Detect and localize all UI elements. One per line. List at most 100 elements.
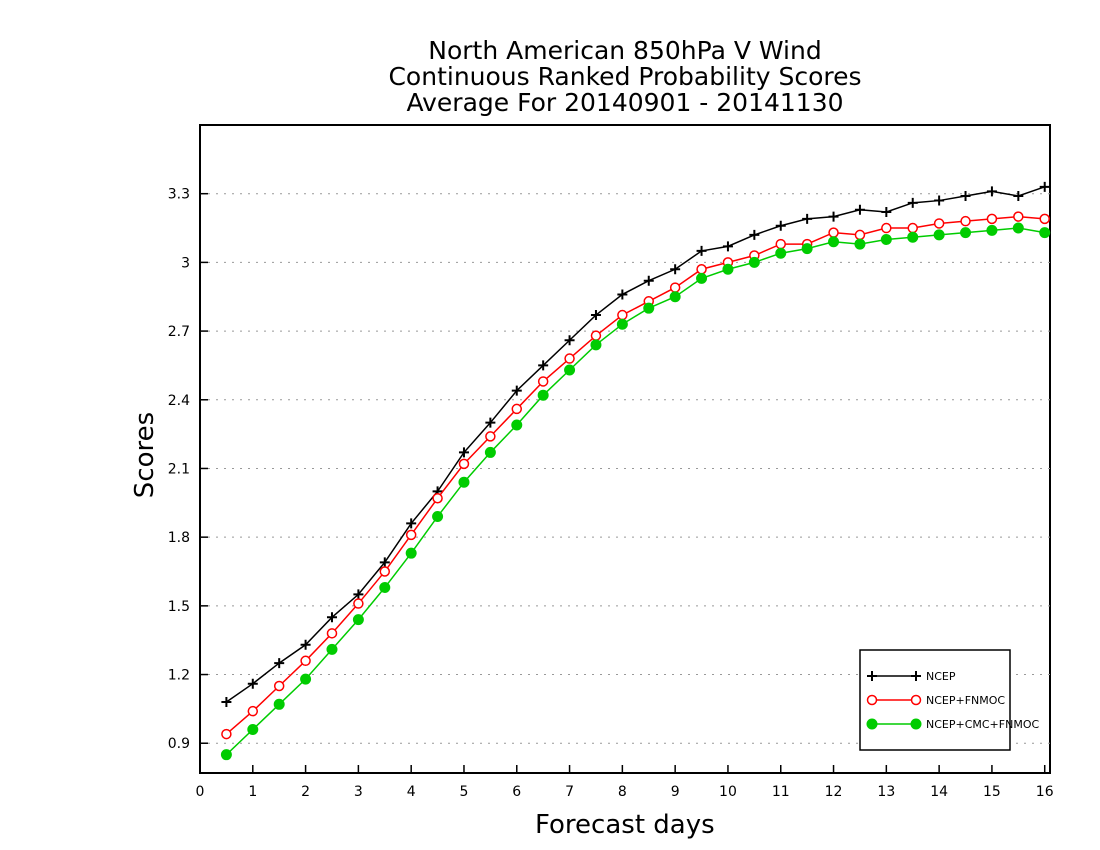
x-tick-label: 1 bbox=[248, 784, 257, 800]
y-axis-label: Scores bbox=[130, 411, 160, 499]
data-point bbox=[537, 376, 549, 387]
data-point bbox=[749, 229, 760, 240]
data-point bbox=[247, 678, 258, 689]
y-tick-label: 2.1 bbox=[168, 461, 190, 477]
chart-title-line-3: Average For 20140901 - 20141130 bbox=[406, 88, 844, 117]
data-point bbox=[934, 195, 945, 206]
x-tick-label: 0 bbox=[196, 784, 205, 800]
data-point bbox=[405, 547, 417, 559]
x-tick-label: 2 bbox=[301, 784, 310, 800]
y-tick-label: 1.5 bbox=[168, 599, 190, 615]
chart-title-line-2: Continuous Ranked Probability Scores bbox=[388, 62, 862, 91]
data-point bbox=[247, 723, 259, 735]
series-ncep-fnmoc bbox=[221, 211, 1050, 740]
data-point bbox=[564, 335, 575, 346]
data-point bbox=[538, 360, 549, 371]
legend-label: NCEP+FNMOC bbox=[926, 694, 1005, 707]
y-tick-label: 3 bbox=[181, 255, 190, 271]
legend-marker bbox=[866, 694, 878, 706]
data-point bbox=[880, 233, 892, 245]
x-tick-label: 14 bbox=[930, 784, 948, 800]
data-point bbox=[564, 364, 576, 376]
x-tick-label: 7 bbox=[565, 784, 574, 800]
axes: 0.91.21.51.82.12.42.733.30 1 2 3 4 5 6 7 8 9 10 11 1… bbox=[168, 187, 1054, 800]
data-point bbox=[247, 705, 259, 717]
data-point bbox=[511, 403, 523, 415]
chart-title-line-1: North American 850hPa V Wind bbox=[428, 36, 822, 65]
data-point bbox=[485, 431, 496, 442]
legend-marker bbox=[911, 671, 921, 681]
data-point bbox=[353, 598, 364, 609]
gridlines bbox=[200, 193, 1050, 744]
legend-box bbox=[859, 649, 1011, 751]
data-point bbox=[458, 447, 469, 458]
data-point bbox=[960, 190, 971, 201]
data-point bbox=[854, 229, 866, 241]
data-point bbox=[221, 728, 232, 740]
data-point bbox=[352, 614, 364, 626]
data-point bbox=[669, 291, 681, 303]
x-tick-label: 3 bbox=[354, 784, 363, 800]
x-tick-label: 12 bbox=[825, 784, 843, 800]
data-point bbox=[1013, 190, 1024, 201]
x-tick-label: 6 bbox=[512, 784, 521, 800]
data-point bbox=[616, 318, 628, 330]
data-point bbox=[511, 385, 522, 396]
data-point bbox=[907, 222, 918, 234]
plot-frame bbox=[199, 124, 1051, 774]
y-tick-label: 1.2 bbox=[168, 668, 190, 684]
data-point bbox=[537, 389, 549, 401]
x-tick-label: 13 bbox=[877, 784, 895, 800]
data-point bbox=[221, 697, 232, 708]
data-point bbox=[933, 229, 945, 241]
data-point bbox=[907, 231, 919, 243]
data-point bbox=[907, 197, 918, 208]
data-point bbox=[669, 282, 681, 293]
data-point bbox=[696, 245, 707, 256]
data-point bbox=[564, 353, 575, 364]
data-point bbox=[326, 628, 338, 639]
data-point bbox=[722, 241, 733, 252]
data-point bbox=[986, 186, 997, 197]
data-point bbox=[670, 264, 681, 275]
data-point bbox=[458, 476, 470, 488]
data-point bbox=[1012, 222, 1024, 234]
data-point bbox=[828, 236, 840, 248]
data-point bbox=[802, 213, 813, 224]
data-point bbox=[590, 330, 602, 341]
x-tick-label: 10 bbox=[719, 784, 737, 800]
data-point bbox=[696, 264, 707, 275]
data-point bbox=[353, 589, 364, 600]
y-tick-label: 1.8 bbox=[168, 530, 190, 546]
series-line bbox=[225, 186, 1045, 703]
series-ncep bbox=[221, 181, 1050, 708]
legend-marker bbox=[867, 671, 877, 681]
data-point bbox=[326, 643, 338, 655]
data-point bbox=[274, 658, 285, 669]
data-point bbox=[300, 655, 311, 667]
x-tick-label: 4 bbox=[407, 784, 416, 800]
data-point bbox=[485, 417, 496, 428]
legend: NCEP NCEP+FNMOC NCEP+CMC+FNMOC bbox=[859, 649, 1039, 751]
x-tick-label: 11 bbox=[772, 784, 790, 800]
data-point bbox=[432, 492, 443, 504]
data-point bbox=[986, 213, 998, 225]
data-point bbox=[854, 238, 866, 250]
data-point bbox=[379, 557, 390, 568]
data-point bbox=[590, 339, 602, 351]
data-point bbox=[986, 224, 998, 236]
series-layer bbox=[220, 181, 1051, 761]
data-point bbox=[960, 215, 971, 227]
y-tick-label: 3.3 bbox=[168, 187, 190, 203]
data-point bbox=[300, 639, 311, 650]
data-point bbox=[1039, 227, 1051, 239]
data-point bbox=[1039, 213, 1050, 225]
series-ncep-cmc-fnmoc bbox=[220, 222, 1051, 761]
data-point bbox=[220, 749, 232, 761]
data-point bbox=[432, 511, 444, 523]
data-point bbox=[828, 211, 839, 222]
y-tick-label: 2.4 bbox=[168, 393, 190, 409]
data-point bbox=[854, 204, 865, 215]
data-point bbox=[405, 529, 417, 541]
